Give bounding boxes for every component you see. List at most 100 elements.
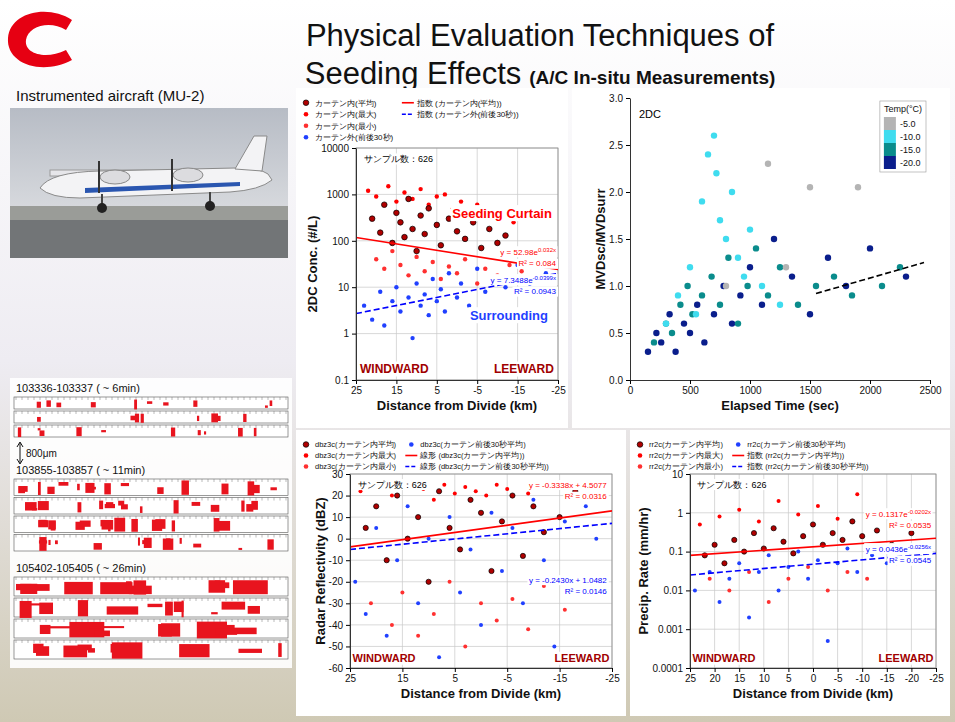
data-point: [783, 264, 789, 270]
image-tick: [88, 516, 89, 519]
image-tick: [22, 577, 23, 580]
tick-mark: [626, 98, 630, 99]
data-point: [418, 303, 422, 307]
image-tick: [76, 498, 77, 501]
image-tick: [130, 397, 131, 400]
image-tick: [118, 479, 119, 482]
image-tick: [136, 619, 137, 622]
data-point: [845, 547, 849, 551]
tick: 0.01: [664, 585, 690, 596]
tick-label: 1.0: [609, 281, 623, 292]
annotation: WINDWARD: [360, 362, 429, 376]
image-tick: [58, 535, 59, 538]
tick: 25: [685, 668, 697, 684]
image-tick: [130, 577, 131, 580]
tick: -25: [929, 668, 944, 684]
image-tick: [160, 397, 161, 400]
annotation-text: y = -0.3338x + 4.5077: [529, 481, 607, 490]
tick-mark: [518, 380, 519, 384]
grid-line: [911, 474, 912, 668]
data-point: [741, 273, 747, 279]
tick: -30: [329, 598, 350, 609]
annotation-patch: [451, 205, 554, 221]
image-tick: [118, 425, 119, 428]
image-tick: [262, 397, 263, 400]
image-tick: [244, 577, 245, 580]
tick-mark: [626, 286, 630, 287]
tick: -10: [329, 555, 350, 566]
image-tick: [16, 397, 17, 400]
data-point: [840, 537, 845, 542]
image-tick: [202, 516, 203, 519]
data-point: [751, 530, 756, 535]
image-tick: [286, 640, 287, 643]
image-tick: [232, 479, 233, 482]
image-tick: [52, 535, 53, 538]
legend-swatch: [304, 453, 309, 458]
tick-label: -5: [834, 673, 843, 684]
data-point: [500, 569, 504, 573]
data-point: [777, 588, 781, 592]
image-tick: [40, 598, 41, 601]
grid-line: [356, 194, 558, 195]
tick: 0.0: [609, 375, 630, 386]
annotation-patch: [553, 652, 611, 665]
particle: [48, 520, 56, 529]
data-point: [757, 519, 761, 523]
image-tick: [214, 535, 215, 538]
data-point: [447, 264, 451, 268]
tick-label: 1000: [327, 189, 350, 200]
image-tick: [190, 397, 191, 400]
particle: [270, 400, 273, 406]
image-tick: [208, 577, 209, 580]
image-tick: [226, 577, 227, 580]
annotation-text: R² = 0.0146: [565, 587, 608, 596]
image-tick: [16, 619, 17, 622]
image-tick: [166, 411, 167, 414]
data-point: [416, 601, 420, 605]
tick-label: -15: [511, 385, 526, 396]
data-point: [398, 309, 402, 313]
image-tick: [160, 640, 161, 643]
image-tick: [220, 498, 221, 501]
annotation-patch: [888, 521, 934, 531]
tick-label: 0.01: [664, 585, 684, 596]
data-point: [777, 302, 783, 308]
data-point: [865, 577, 869, 581]
data-point: [737, 508, 741, 512]
tick: 5: [453, 668, 459, 684]
data-point: [729, 189, 735, 195]
image-tick: [154, 479, 155, 482]
data-point: [712, 542, 717, 547]
data-point: [406, 273, 410, 277]
image-tick: [250, 619, 251, 622]
image-tick: [52, 598, 53, 601]
particle: [180, 538, 182, 544]
legend-swatch: [304, 112, 309, 117]
image-tick: [28, 577, 29, 580]
data-point: [711, 132, 717, 138]
image-tick: [244, 598, 245, 601]
data-point: [753, 245, 759, 251]
x-axis-title: Elapsed Time (sec): [721, 398, 839, 413]
image-tick: [100, 640, 101, 643]
legend-entry: カーテン内(最小): [304, 122, 377, 131]
image-tick: [268, 498, 269, 501]
image-tick: [94, 425, 95, 428]
image-tick: [274, 640, 275, 643]
image-tick: [142, 498, 143, 501]
image-tick: [208, 640, 209, 643]
image-tick: [118, 411, 119, 414]
data-point: [747, 264, 753, 270]
image-tick: [208, 516, 209, 519]
data-point: [663, 320, 669, 326]
tick-mark: [346, 474, 350, 475]
data-point: [400, 591, 404, 595]
data-point: [767, 600, 771, 604]
data-point: [394, 199, 398, 203]
image-tick: [220, 411, 221, 414]
data-point: [418, 213, 424, 219]
particle: [211, 413, 218, 422]
tick: 0.0001: [652, 663, 690, 674]
legend-label: 線形 (dbz3c(カーテン内平均)): [419, 451, 525, 460]
